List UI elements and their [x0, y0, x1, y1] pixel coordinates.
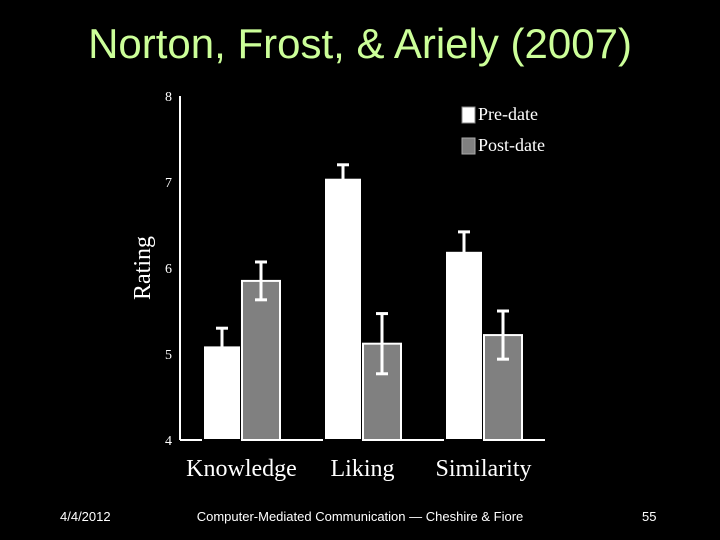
y-tick-label: 6: [165, 262, 172, 277]
legend-swatch-post-date: [461, 137, 476, 155]
y-tick-label: 8: [165, 90, 172, 105]
y-axis-label: Rating: [130, 236, 156, 300]
x-tick-label: Liking: [331, 456, 395, 482]
bar-pre-date-similarity: [444, 249, 484, 441]
y-tick-label: 4: [165, 434, 172, 449]
x-tick-label: Knowledge: [186, 456, 297, 482]
x-tick-label: Similarity: [436, 456, 532, 482]
bar-post-date-knowledge: [241, 279, 281, 441]
slide-title: Norton, Frost, & Ariely (2007): [88, 20, 632, 67]
y-tick-labels: 4 5 6 7 8: [165, 90, 172, 449]
bar-pre-date-liking: [323, 176, 363, 441]
footer-course: Computer-Mediated Communication — Cheshi…: [196, 509, 524, 524]
x-tick-labels: Knowledge Liking Similarity: [186, 456, 531, 482]
legend-swatch-pre-date: [461, 106, 476, 124]
error-bars: [216, 163, 509, 376]
legend-label-post-date: Post-date: [478, 135, 545, 155]
legend-label-pre-date: Pre-date: [478, 104, 538, 124]
page-number: 55: [642, 509, 657, 524]
y-tick-label: 5: [165, 348, 172, 363]
footer-date: 4/4/2012: [60, 509, 111, 524]
legend: Pre-date Post-date: [461, 104, 545, 155]
y-tick-label: 7: [165, 176, 172, 191]
